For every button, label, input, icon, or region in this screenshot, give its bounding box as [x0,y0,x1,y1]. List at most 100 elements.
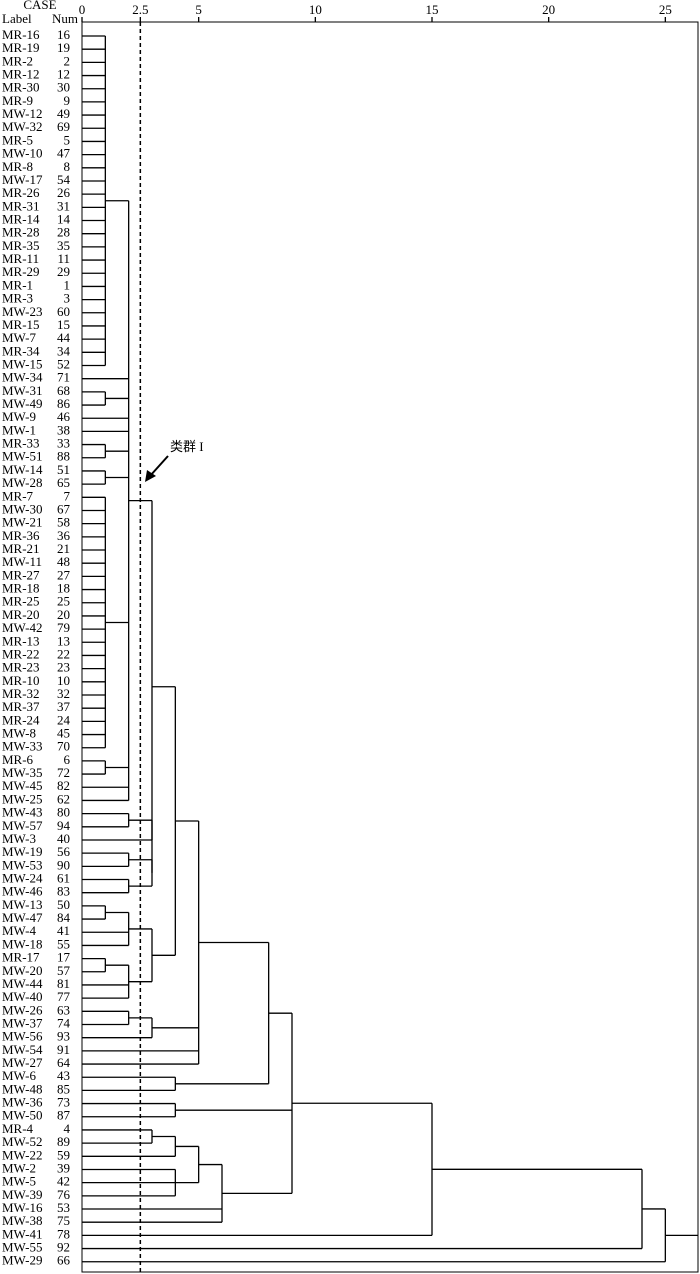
case-label: MW-11 [2,554,42,569]
case-label: MW-48 [2,1081,42,1096]
case-label: MW-29 [2,1253,42,1268]
case-label: MR-28 [2,225,40,240]
x-tick-label: 10 [309,2,322,17]
case-label: MW-56 [2,1029,43,1044]
case-label: MR-2 [2,53,33,68]
case-num: 33 [57,436,70,451]
case-num: 32 [57,686,70,701]
case-num: 8 [64,159,71,174]
case-label: MW-20 [2,963,42,978]
case-num: 69 [57,119,70,134]
case-num: 7 [64,488,71,503]
case-label: MR-17 [2,950,40,965]
case-label: MW-13 [2,897,42,912]
case-num: 54 [57,172,71,187]
case-num: 59 [57,1147,70,1162]
case-num: 38 [57,422,70,437]
case-num: 93 [57,1029,70,1044]
case-num: 46 [57,409,71,424]
case-label: MR-12 [2,67,40,82]
case-label: MR-13 [2,633,40,648]
case-label: MW-38 [2,1213,42,1228]
case-label: MR-21 [2,541,40,556]
case-num: 68 [57,383,70,398]
case-label: MW-55 [2,1240,42,1255]
case-num: 21 [57,541,70,556]
case-label: MW-54 [2,1042,43,1057]
case-num: 36 [57,528,71,543]
case-label: MR-37 [2,699,40,714]
case-label: MW-8 [2,726,36,741]
case-label: MR-33 [2,436,40,451]
case-num: 60 [57,304,70,319]
case-label: MR-1 [2,277,33,292]
case-num: 50 [57,897,70,912]
case-label: MW-36 [2,1095,43,1110]
label-header: Label [2,11,32,26]
case-num: 22 [57,646,70,661]
case-label: MW-5 [2,1174,36,1189]
case-label: MR-30 [2,80,40,95]
case-num: 92 [57,1240,70,1255]
x-tick-label: 15 [426,2,439,17]
case-num: 75 [57,1213,70,1228]
case-label: MR-20 [2,607,40,622]
case-num: 5 [64,132,71,147]
case-label: MR-7 [2,488,34,503]
case-num: 25 [57,594,70,609]
case-label: MR-15 [2,317,40,332]
case-label: MW-23 [2,304,42,319]
case-num: 84 [57,910,71,925]
case-label: MW-44 [2,976,43,991]
case-label: MW-18 [2,936,42,951]
case-label: MW-49 [2,396,42,411]
plot-frame [81,21,699,1273]
case-num: 72 [57,765,70,780]
case-label: MW-1 [2,422,36,437]
case-label: MW-25 [2,791,42,806]
case-label: MR-5 [2,132,33,147]
case-label: MW-42 [2,620,42,635]
case-num: 14 [57,212,71,227]
case-num: 51 [57,462,70,477]
case-label: MW-24 [2,871,43,886]
case-label: MR-6 [2,752,34,767]
x-tick-label: 0 [79,2,86,17]
case-num: 15 [57,317,70,332]
case-label: MR-36 [2,528,40,543]
case-label: MR-8 [2,159,33,174]
case-num: 41 [57,923,70,938]
case-label: MW-6 [2,1068,36,1083]
case-num: 57 [57,963,71,978]
case-label: MW-57 [2,818,43,833]
case-label: MW-26 [2,1002,43,1017]
case-num: 86 [57,396,71,411]
case-num: 48 [57,554,70,569]
case-label: MR-32 [2,686,40,701]
case-num: 49 [57,106,70,121]
case-label: MW-14 [2,462,43,477]
case-num: 47 [57,146,71,161]
case-label: MW-7 [2,330,36,345]
case-label: MR-23 [2,660,40,675]
annotation: 类群 I [170,439,204,454]
case-label: MR-19 [2,40,40,55]
case-num: 27 [57,567,71,582]
case-label: MR-10 [2,673,40,688]
case-num: 67 [57,501,71,516]
case-num: 52 [57,356,70,371]
case-label: MW-53 [2,857,42,872]
case-num: 26 [57,185,71,200]
case-label: MW-39 [2,1187,42,1202]
case-label: MW-47 [2,910,43,925]
case-num: 40 [57,831,70,846]
case-label: MW-3 [2,831,36,846]
case-label: MR-24 [2,712,40,727]
x-tick-label: 20 [542,2,555,17]
case-num: 43 [57,1068,70,1083]
case-num: 19 [57,40,70,55]
case-label: MR-3 [2,291,33,306]
arrow-head [145,470,156,482]
case-num: 45 [57,726,70,741]
